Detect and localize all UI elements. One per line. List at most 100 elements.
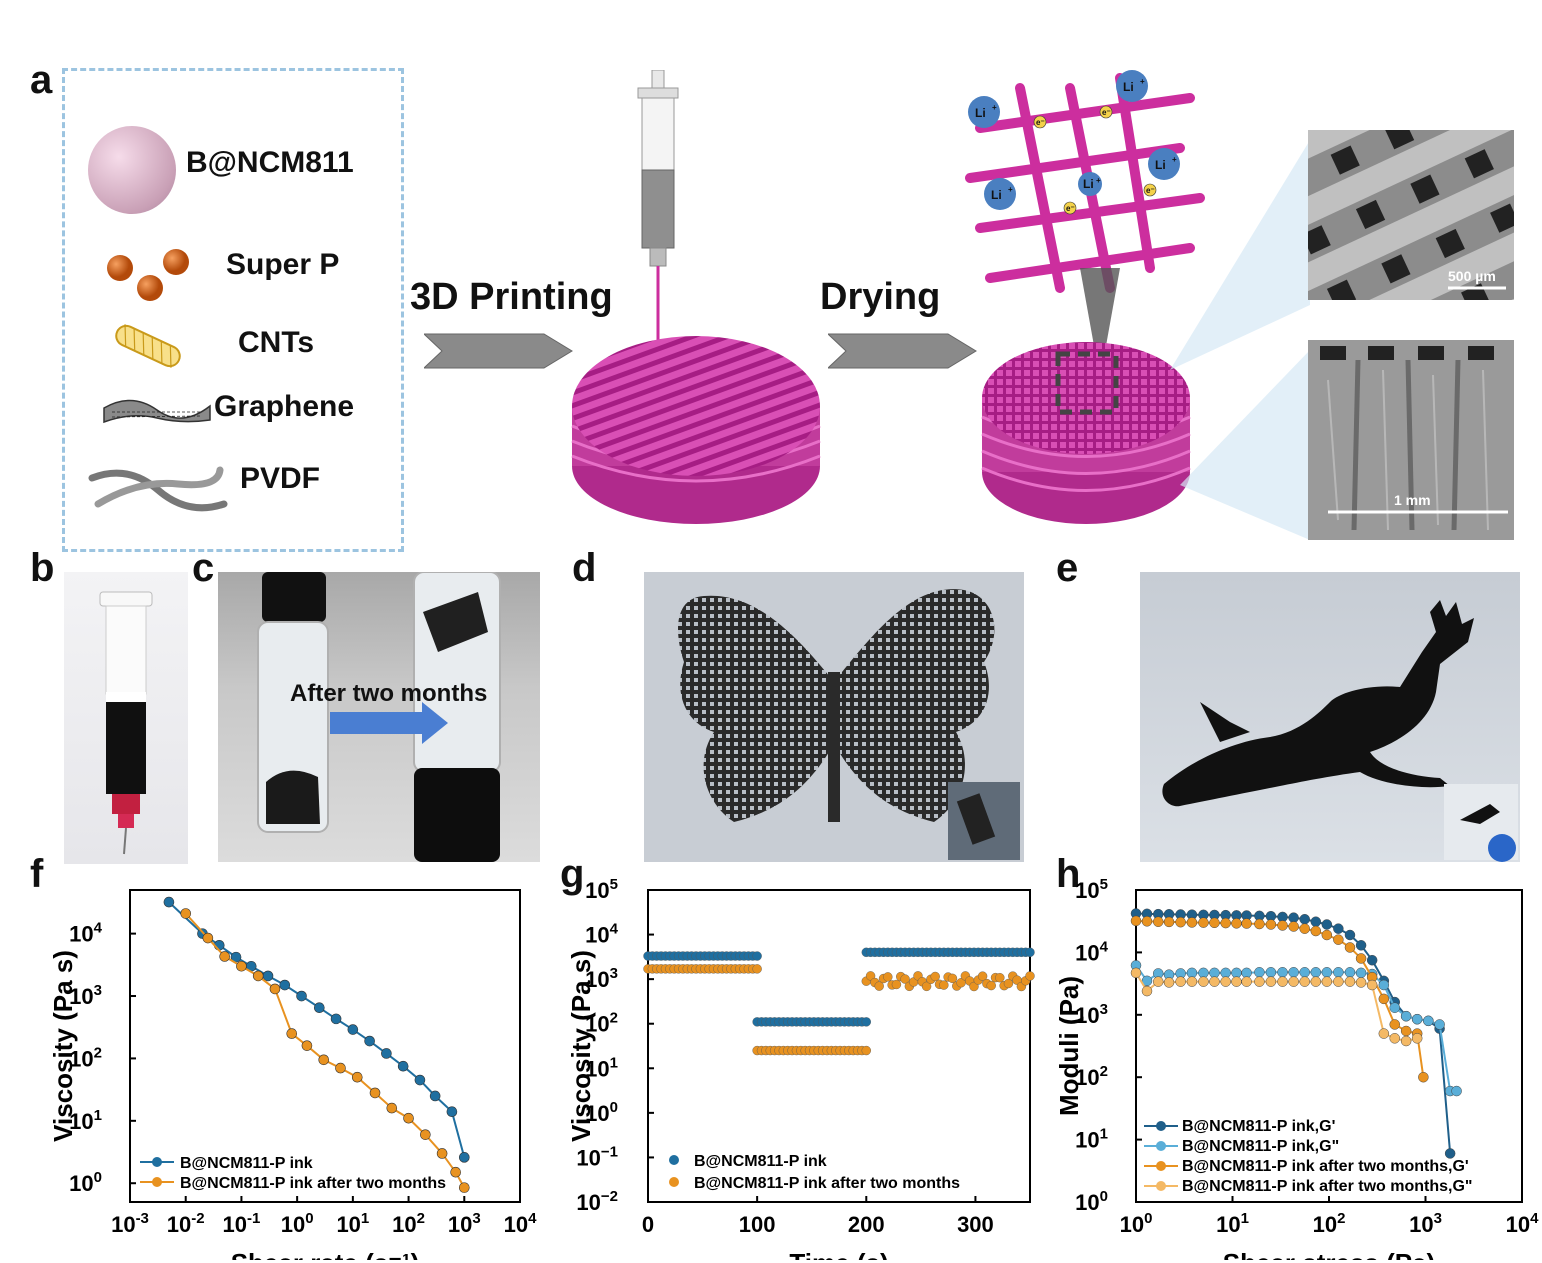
data-point bbox=[1389, 1033, 1400, 1044]
material-label-cnts: CNTs bbox=[238, 326, 315, 359]
data-point bbox=[446, 1106, 458, 1117]
electron-label: e⁻ bbox=[1146, 186, 1155, 195]
li-ion-charge: + bbox=[1172, 155, 1177, 164]
data-point bbox=[1355, 967, 1367, 979]
data-point bbox=[369, 1087, 381, 1099]
panel-label-d: d bbox=[572, 546, 597, 590]
data-point bbox=[1366, 954, 1378, 966]
li-ion-charge: + bbox=[992, 103, 997, 112]
data-point bbox=[1344, 967, 1356, 978]
data-point bbox=[1378, 979, 1390, 991]
data-point bbox=[1321, 976, 1333, 987]
panel-label-g: g bbox=[560, 852, 585, 896]
data-point bbox=[1003, 978, 1014, 989]
chart-f: Shear rate (s⁻¹) Viscosity (Pa s) 10-3 10-2… bbox=[50, 889, 537, 1260]
data-point bbox=[1186, 976, 1198, 987]
data-point bbox=[1355, 940, 1367, 951]
super-p-icon bbox=[100, 246, 200, 306]
data-point bbox=[1152, 976, 1164, 987]
data-point bbox=[420, 1129, 431, 1140]
data-point bbox=[939, 980, 949, 990]
data-point bbox=[318, 1054, 330, 1066]
x-tick-label: 101 bbox=[336, 1210, 369, 1237]
data-point bbox=[1310, 916, 1322, 927]
legend-label: B@NCM811-P ink,G" bbox=[1182, 1138, 1339, 1155]
data-point bbox=[436, 1148, 448, 1159]
data-point bbox=[900, 974, 910, 984]
data-point bbox=[1344, 942, 1356, 953]
data-point bbox=[1265, 967, 1277, 978]
material-label-graphene: Graphene bbox=[214, 390, 355, 423]
data-point bbox=[252, 970, 264, 982]
data-point bbox=[752, 951, 762, 961]
x-tick-label: 100 bbox=[739, 1212, 776, 1237]
data-point bbox=[1220, 976, 1231, 987]
li-ion-label: Li bbox=[1083, 177, 1094, 191]
y-tick-label: 102 bbox=[585, 1010, 618, 1037]
data-point bbox=[1389, 1019, 1400, 1030]
data-point bbox=[1141, 916, 1153, 927]
data-point bbox=[752, 964, 762, 974]
y-axis-title: Viscosity (Pa s) bbox=[50, 950, 78, 1142]
zoom-cone-icon bbox=[1060, 268, 1140, 383]
data-point bbox=[1333, 976, 1344, 987]
panel-label-a: a bbox=[30, 58, 53, 102]
data-point bbox=[977, 971, 988, 981]
x-axis-title: Time (s) bbox=[789, 1248, 888, 1260]
data-point bbox=[262, 970, 274, 982]
data-point bbox=[1321, 919, 1333, 930]
y-tick-label: 101 bbox=[585, 1054, 618, 1081]
y-tick-label: 102 bbox=[1075, 1063, 1108, 1090]
data-point bbox=[1152, 916, 1164, 927]
data-point bbox=[1400, 1035, 1412, 1047]
data-point bbox=[450, 1166, 461, 1178]
data-point bbox=[1333, 923, 1344, 934]
data-point bbox=[236, 960, 247, 972]
data-point bbox=[180, 908, 192, 919]
material-label-pvdf: PVDF bbox=[240, 462, 321, 495]
data-point bbox=[1254, 976, 1265, 987]
x-tick-label: 300 bbox=[957, 1212, 994, 1237]
data-point bbox=[1277, 976, 1288, 987]
legend-marker bbox=[1156, 1181, 1166, 1191]
y-tick-label: 103 bbox=[69, 982, 102, 1009]
li-ion-label: Li bbox=[1123, 80, 1134, 94]
data-point bbox=[1378, 993, 1390, 1005]
y-tick-label: 105 bbox=[1075, 876, 1108, 903]
legend-marker bbox=[1156, 1161, 1166, 1171]
data-point bbox=[279, 979, 291, 991]
legend-marker bbox=[152, 1177, 162, 1187]
data-point bbox=[1299, 913, 1310, 925]
data-point bbox=[458, 1152, 470, 1163]
data-point bbox=[1299, 976, 1310, 987]
legend-label: B@NCM811-P ink bbox=[180, 1155, 313, 1172]
y-tick-label: 103 bbox=[1075, 1001, 1108, 1028]
panel-label-h: h bbox=[1056, 852, 1081, 896]
material-label-superp: Super P bbox=[226, 248, 340, 281]
legend-marker bbox=[669, 1177, 679, 1187]
data-point bbox=[403, 1112, 414, 1124]
plot-frame bbox=[647, 889, 1031, 1203]
arrow-label-printing: 3D Printing bbox=[410, 276, 613, 318]
data-point bbox=[1198, 976, 1209, 987]
data-point bbox=[865, 971, 876, 981]
data-point bbox=[351, 1071, 363, 1083]
data-point bbox=[883, 972, 893, 982]
y-tick-label: 101 bbox=[69, 1107, 102, 1134]
y-tick-label: 10−2 bbox=[576, 1188, 618, 1215]
legend-label: B@NCM811-P ink bbox=[694, 1153, 827, 1170]
y-tick-label: 10−1 bbox=[576, 1143, 618, 1170]
legend-marker bbox=[152, 1157, 162, 1167]
data-point bbox=[1198, 967, 1209, 979]
x-tick-label: 104 bbox=[504, 1210, 537, 1237]
data-point bbox=[1310, 976, 1322, 987]
data-point bbox=[1299, 923, 1310, 934]
data-point bbox=[1209, 967, 1220, 979]
legend-label: B@NCM811-P ink after two months bbox=[694, 1175, 960, 1192]
data-point bbox=[1231, 976, 1242, 987]
pvdf-icon bbox=[88, 460, 228, 520]
data-point bbox=[1231, 918, 1242, 929]
vials-photo: After two months bbox=[218, 572, 540, 862]
data-point bbox=[1355, 953, 1367, 964]
data-point bbox=[1378, 1028, 1390, 1039]
